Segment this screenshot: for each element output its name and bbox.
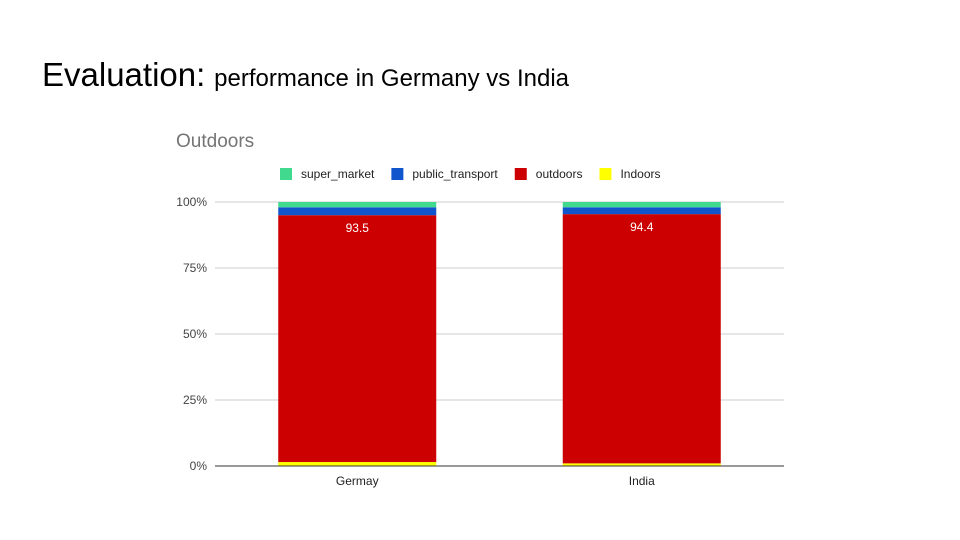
slide-title: Evaluation: performance in Germany vs In…: [42, 56, 569, 94]
y-axis: 0% 25% 50% 75% 100%: [176, 195, 207, 473]
chart-legend: super_market public_transport outdoors Indo…: [280, 167, 661, 181]
bar-segment-public-transport-india: [562, 207, 721, 215]
y-tick-label: 25%: [183, 393, 207, 407]
bar-segment-super-market-india: [562, 202, 721, 208]
data-label-outdoors-germay: 93.5: [346, 221, 370, 235]
bar-segment-outdoors-germay: [278, 215, 437, 463]
bar-stack-group: 93.5 94.4: [278, 202, 721, 466]
legend-item-indoors: Indoors: [599, 167, 661, 181]
legend-swatch: [280, 168, 292, 180]
legend-item-super-market: super_market: [280, 167, 375, 181]
data-label-outdoors-india: 94.4: [630, 220, 654, 234]
bar-segment-indoors-germay: [278, 462, 437, 466]
x-tick-label-germay: Germay: [336, 474, 379, 488]
bar-segment-public-transport-germay: [278, 207, 437, 216]
legend-item-public-transport: public_transport: [391, 167, 498, 181]
legend-swatch: [599, 168, 612, 180]
bar-segment-indoors-india: [562, 463, 721, 466]
y-tick-label: 0%: [190, 459, 208, 473]
legend-swatch: [391, 168, 404, 180]
bar-segment-outdoors-india: [562, 214, 721, 464]
legend-label: outdoors: [536, 167, 583, 181]
chart-title: Outdoors: [176, 131, 254, 152]
x-tick-label-india: India: [629, 474, 655, 488]
legend-swatch: [514, 168, 527, 180]
legend-label: super_market: [301, 167, 375, 181]
slide-title-main: Evaluation:: [42, 56, 206, 93]
y-tick-label: 100%: [176, 195, 207, 209]
legend-label: Indoors: [620, 167, 660, 181]
x-axis: Germay India: [336, 474, 655, 488]
y-tick-label: 50%: [183, 327, 207, 341]
slide-title-sub: performance in Germany vs India: [214, 65, 569, 92]
bar-segment-super-market-germay: [278, 202, 437, 208]
legend-label: public_transport: [412, 167, 498, 181]
y-tick-label: 75%: [183, 261, 207, 275]
legend-item-outdoors: outdoors: [514, 167, 583, 181]
